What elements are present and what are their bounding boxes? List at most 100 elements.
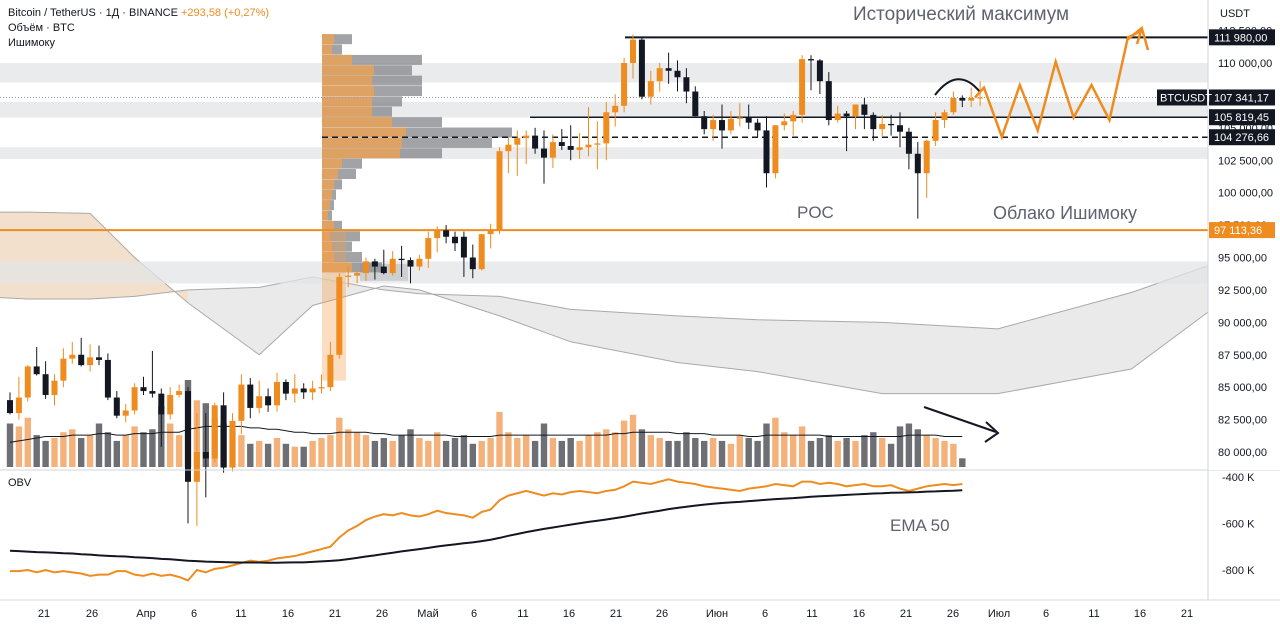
price-tag-text-level2: 104 276,66 bbox=[1214, 132, 1269, 144]
vp-row-buy-7 bbox=[322, 106, 372, 117]
volume-bar-30 bbox=[273, 438, 281, 467]
candle-body-37 bbox=[336, 276, 343, 355]
volume-bar-89 bbox=[798, 426, 806, 467]
price-tag-text-level1: 105 819,45 bbox=[1214, 112, 1269, 124]
candle-body-100 bbox=[897, 125, 903, 132]
vp-row-sell-2 bbox=[322, 54, 422, 65]
volume-bar-48 bbox=[434, 432, 441, 467]
volume-bar-15 bbox=[140, 432, 147, 467]
volume-bar-101 bbox=[905, 423, 913, 467]
candle-body-80 bbox=[719, 120, 725, 131]
candle-body-4 bbox=[42, 374, 49, 395]
price-tag-level2 bbox=[1209, 129, 1275, 146]
obv-label: OBV bbox=[8, 477, 32, 489]
candle-body-73 bbox=[656, 68, 663, 82]
vp-row-buy-19 bbox=[322, 231, 330, 242]
candle-body-7 bbox=[69, 354, 76, 359]
volume-bar-94 bbox=[843, 438, 850, 467]
volume-bar-105 bbox=[941, 440, 948, 467]
volume-bar-55 bbox=[496, 411, 503, 467]
candle-body-9 bbox=[87, 357, 94, 366]
vp-row-buy-5 bbox=[322, 86, 374, 97]
candle-body-25 bbox=[229, 420, 236, 468]
vp-row-sell-20 bbox=[322, 241, 352, 252]
candle-body-53 bbox=[478, 234, 485, 270]
time-tick-label: 21 bbox=[329, 608, 341, 620]
vp-row-buy-1 bbox=[322, 44, 332, 55]
volume-bar-81 bbox=[727, 443, 735, 467]
candle-body-64 bbox=[576, 147, 583, 150]
volume-bar-32 bbox=[291, 446, 298, 467]
volume-bar-58 bbox=[523, 435, 530, 467]
price-tick-label: 110 000,00 bbox=[1218, 58, 1272, 70]
volume-bar-93 bbox=[834, 440, 841, 467]
obv-tick-label: -400 K bbox=[1222, 472, 1255, 484]
candle-body-59 bbox=[532, 135, 539, 149]
volume-bar-0 bbox=[6, 423, 14, 467]
candle-body-101 bbox=[905, 131, 912, 154]
rounding-top-arc bbox=[934, 78, 981, 96]
time-tick-label: 26 bbox=[86, 608, 98, 620]
volume-legend[interactable]: Объём · BTC bbox=[8, 22, 75, 34]
volume-bar-95 bbox=[852, 440, 859, 467]
candle-body-48 bbox=[434, 230, 441, 239]
price-axis[interactable]: USDT 80 000,00 82 500,00 85 000,00 87 500,00… bbox=[1157, 0, 1280, 470]
time-axis[interactable]: 21 26 Апр 6 11 16 21 26 Май 6 11 16 21 26 Июн 6 11 16 21 26… bbox=[0, 599, 1280, 620]
price-tick-label: 92 500,00 bbox=[1218, 285, 1267, 297]
candle-body-84 bbox=[754, 122, 761, 131]
volume-bar-104 bbox=[932, 438, 939, 467]
vp-row-buy-2 bbox=[322, 54, 352, 65]
volume-bar-42 bbox=[380, 438, 387, 467]
volume-bar-100 bbox=[896, 426, 904, 467]
candle-body-32 bbox=[291, 388, 298, 394]
candle-body-24 bbox=[220, 405, 227, 468]
span-a-line bbox=[0, 211, 1280, 395]
volume-bar-68 bbox=[612, 432, 619, 467]
vp-row-buy-16 bbox=[322, 200, 330, 211]
candle-body-75 bbox=[674, 70, 681, 78]
candle-body-94 bbox=[843, 113, 850, 117]
volume-bar-29 bbox=[264, 443, 272, 467]
volume-bar-1 bbox=[15, 426, 23, 467]
candle-body-8 bbox=[78, 354, 85, 366]
vp-row-buy-20 bbox=[322, 241, 332, 252]
volume-bar-54 bbox=[487, 438, 494, 467]
volume-bar-79 bbox=[709, 438, 717, 467]
symbol-legend[interactable]: Bitcoin / TetherUS · 1Д · BINANCE +293,5… bbox=[8, 7, 270, 19]
time-tick-label: 11 bbox=[517, 608, 528, 620]
ichimoku-legend[interactable]: Ишимоку bbox=[8, 37, 55, 49]
ticker-badge bbox=[1157, 89, 1207, 106]
volume-bar-57 bbox=[514, 438, 521, 467]
candle-body-83 bbox=[745, 117, 752, 123]
candle-body-45 bbox=[407, 260, 414, 267]
candle-body-88 bbox=[790, 114, 797, 122]
vp-row-buy-4 bbox=[322, 75, 372, 86]
obv-line bbox=[10, 478, 963, 582]
volume-bar-11 bbox=[104, 432, 112, 467]
candle-body-3 bbox=[33, 366, 40, 375]
volume-bar-88 bbox=[790, 435, 797, 467]
volume-bar-35 bbox=[318, 438, 325, 467]
candle-body-102 bbox=[914, 153, 921, 174]
vp-row-buy-11 bbox=[322, 148, 400, 159]
time-tick-label: 16 bbox=[853, 608, 865, 620]
volume-bar-73 bbox=[656, 438, 663, 467]
candle-body-44 bbox=[398, 258, 405, 261]
volume-bar-99 bbox=[887, 443, 895, 467]
candle-body-104 bbox=[932, 120, 939, 141]
vp-row-sell-21 bbox=[322, 252, 362, 262]
cloud-fill bbox=[0, 212, 1280, 394]
obv-panel: OBV -400 K -600 K -800 K bbox=[0, 469, 1280, 600]
price-tag-text-ticker: 107 341,17 bbox=[1214, 92, 1269, 104]
candle-body-105 bbox=[941, 112, 948, 121]
candle-body-57 bbox=[514, 138, 521, 145]
time-tick-label: 16 bbox=[282, 608, 294, 620]
vp-row-buy-13 bbox=[322, 169, 338, 180]
candle-body-69 bbox=[621, 63, 628, 106]
exchange-label: BINANCE bbox=[129, 7, 178, 19]
candle-body-58 bbox=[523, 135, 530, 139]
volume-bar-80 bbox=[718, 440, 726, 467]
volume-trend-arrow bbox=[923, 406, 997, 433]
vp-row-buy-10 bbox=[322, 137, 402, 148]
